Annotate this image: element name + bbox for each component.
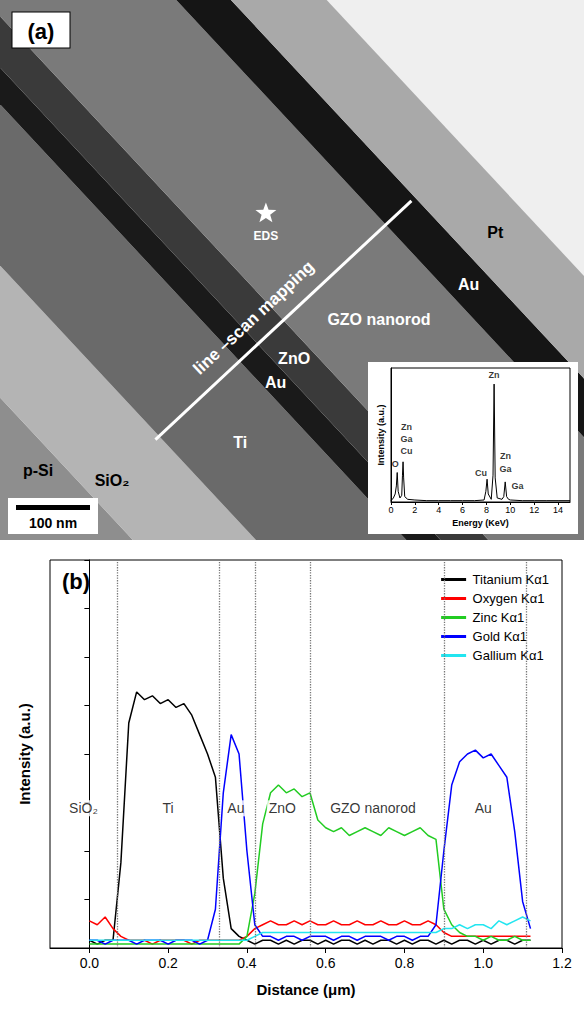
svg-text:p-Si: p-Si xyxy=(23,462,53,479)
svg-text:12: 12 xyxy=(529,505,539,515)
svg-text:O: O xyxy=(392,459,399,469)
svg-text:0: 0 xyxy=(388,505,393,515)
svg-text:Ga: Ga xyxy=(500,464,513,474)
svg-text:1.2: 1.2 xyxy=(552,955,572,971)
svg-text:10: 10 xyxy=(505,505,515,515)
svg-text:(a): (a) xyxy=(28,19,55,44)
svg-text:SiO₂: SiO₂ xyxy=(69,800,98,816)
svg-text:2: 2 xyxy=(412,505,417,515)
svg-text:Ga: Ga xyxy=(511,481,524,491)
svg-text:100 nm: 100 nm xyxy=(29,515,77,531)
svg-text:Titanium Kα1: Titanium Kα1 xyxy=(473,572,549,587)
svg-text:Au: Au xyxy=(265,374,286,391)
svg-text:ZnO: ZnO xyxy=(278,350,310,367)
svg-text:Ga: Ga xyxy=(401,434,414,444)
svg-text:Cu: Cu xyxy=(475,468,487,478)
svg-text:1.0: 1.0 xyxy=(473,955,493,971)
svg-text:Distance (μm): Distance (μm) xyxy=(256,981,355,998)
svg-text:EDS: EDS xyxy=(254,229,279,243)
svg-text:line –scan mapping: line –scan mapping xyxy=(190,257,318,378)
svg-text:Zn: Zn xyxy=(500,451,511,461)
svg-text:Gold Kα1: Gold Kα1 xyxy=(473,629,527,644)
svg-text:0.6: 0.6 xyxy=(316,955,336,971)
svg-text:SiO₂: SiO₂ xyxy=(95,472,130,489)
svg-text:GZO nanorod: GZO nanorod xyxy=(327,311,430,328)
svg-text:Zn: Zn xyxy=(401,422,412,432)
svg-text:Au: Au xyxy=(458,276,479,293)
svg-text:Gallium Kα1: Gallium Kα1 xyxy=(473,648,544,663)
svg-text:(b): (b) xyxy=(62,569,90,594)
svg-text:0.4: 0.4 xyxy=(237,955,257,971)
svg-text:Zn: Zn xyxy=(489,370,500,380)
svg-text:Ti: Ti xyxy=(233,434,247,451)
svg-text:Au: Au xyxy=(227,800,244,816)
svg-text:0.0: 0.0 xyxy=(80,955,100,971)
svg-text:Cu: Cu xyxy=(401,446,413,456)
svg-text:0.8: 0.8 xyxy=(395,955,415,971)
svg-text:ZnO: ZnO xyxy=(269,800,296,816)
svg-text:Zinc Kα1: Zinc Kα1 xyxy=(473,610,525,625)
svg-text:Au: Au xyxy=(475,800,492,816)
svg-text:Pt: Pt xyxy=(487,224,504,241)
svg-text:Energy (KeV): Energy (KeV) xyxy=(452,518,509,528)
svg-text:14: 14 xyxy=(553,505,563,515)
svg-text:Ti: Ti xyxy=(163,800,174,816)
svg-text:Oxygen Kα1: Oxygen Kα1 xyxy=(473,591,545,606)
svg-text:0.2: 0.2 xyxy=(158,955,178,971)
svg-text:8: 8 xyxy=(484,505,489,515)
svg-text:6: 6 xyxy=(460,505,465,515)
svg-text:4: 4 xyxy=(436,505,441,515)
svg-text:GZO nanorod: GZO nanorod xyxy=(330,800,416,816)
svg-text:Intensity (a.u.): Intensity (a.u.) xyxy=(376,404,386,465)
svg-text:Intensity (a.u.): Intensity (a.u.) xyxy=(16,703,33,805)
